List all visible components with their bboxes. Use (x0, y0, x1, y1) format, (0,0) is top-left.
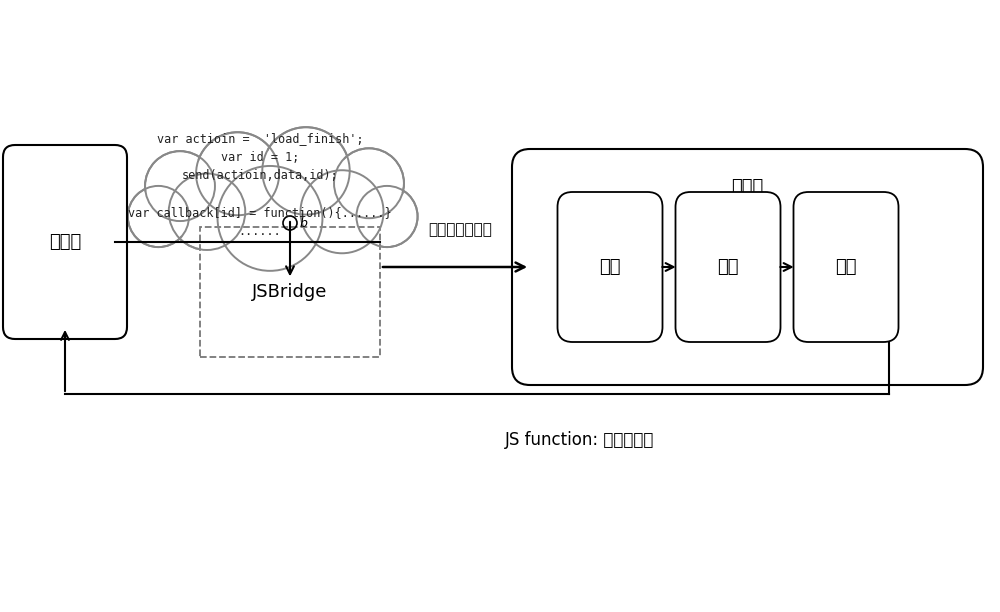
Circle shape (169, 174, 245, 250)
Circle shape (266, 131, 346, 211)
Circle shape (304, 174, 380, 250)
Text: 发送参数、标识: 发送参数、标识 (428, 222, 492, 237)
Text: 页面端: 页面端 (49, 233, 81, 251)
FancyBboxPatch shape (676, 192, 780, 342)
FancyBboxPatch shape (3, 145, 127, 339)
Text: var actioin =  'load_finish';
var id = 1;
send(actioin,data,id);

var callback[i: var actioin = 'load_finish'; var id = 1;… (128, 132, 392, 237)
Circle shape (334, 148, 404, 218)
Text: b: b (300, 217, 308, 230)
Text: JS function: 参数、标识: JS function: 参数、标识 (505, 431, 655, 449)
FancyBboxPatch shape (512, 149, 983, 385)
Circle shape (359, 188, 415, 244)
Circle shape (337, 151, 401, 215)
Circle shape (222, 171, 318, 266)
Text: 返回: 返回 (835, 258, 857, 276)
Circle shape (300, 170, 384, 253)
Text: 拦截: 拦截 (599, 258, 621, 276)
Circle shape (200, 136, 276, 212)
FancyBboxPatch shape (557, 192, 662, 342)
Circle shape (172, 177, 242, 247)
FancyBboxPatch shape (200, 227, 380, 357)
Circle shape (196, 132, 279, 215)
Circle shape (356, 186, 418, 247)
FancyBboxPatch shape (794, 192, 899, 342)
Text: 本地端: 本地端 (731, 178, 764, 196)
Text: JSBridge: JSBridge (252, 283, 328, 301)
Text: 处理: 处理 (717, 258, 739, 276)
Circle shape (148, 154, 212, 218)
Circle shape (128, 186, 189, 247)
Circle shape (145, 151, 215, 221)
Circle shape (262, 127, 350, 215)
Circle shape (130, 188, 186, 244)
Circle shape (218, 166, 322, 271)
